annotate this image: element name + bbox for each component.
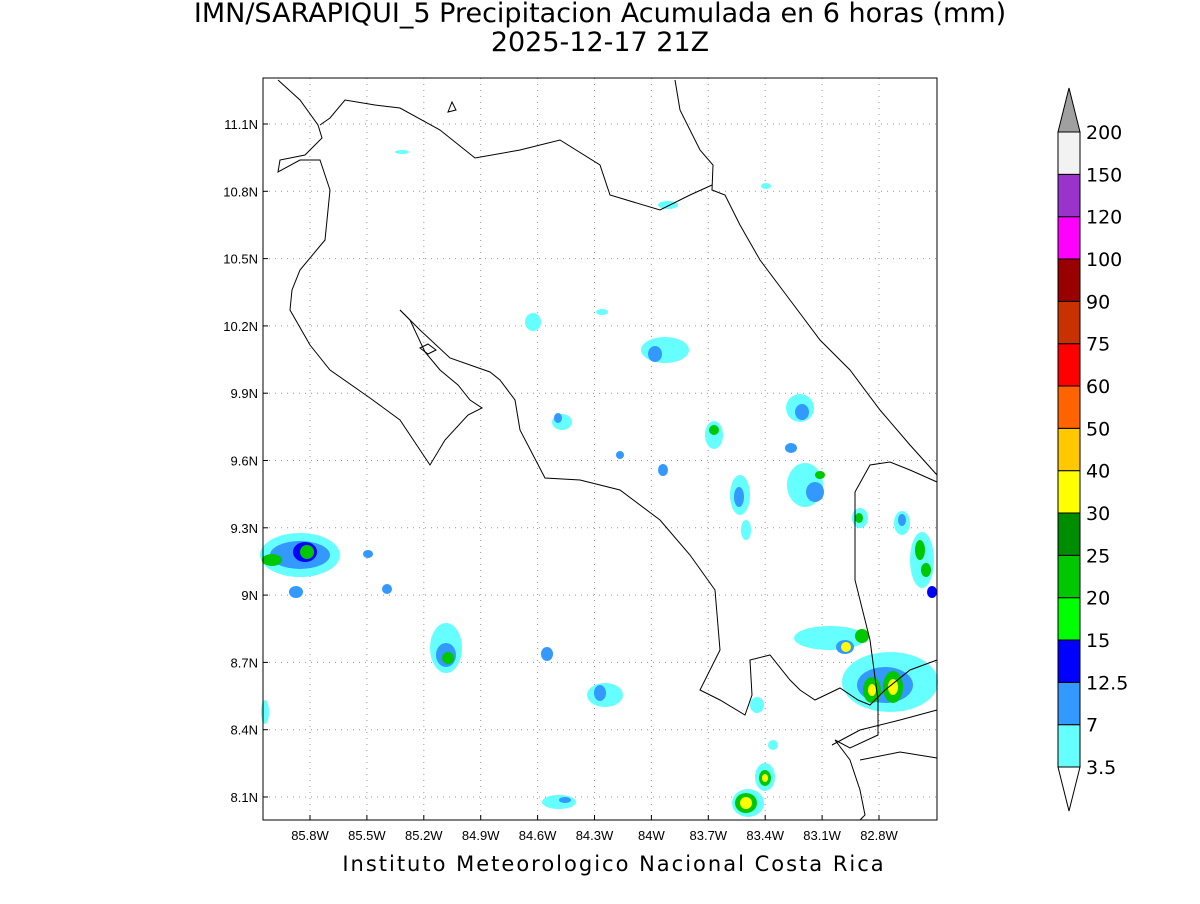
colorbar-bin <box>1057 216 1081 260</box>
coastlines <box>277 79 938 821</box>
colorbar-label: 50 <box>1086 418 1110 440</box>
lon-tick-label: 85.8W <box>291 828 329 843</box>
colorbar-bin <box>1057 554 1081 599</box>
colorbar-bin <box>1057 131 1081 175</box>
colorbar-label: 90 <box>1086 291 1110 313</box>
subtitle: 2025-12-17 21Z <box>491 27 709 58</box>
colorbar-label: 60 <box>1086 376 1110 398</box>
colorbar-label: 75 <box>1086 334 1110 356</box>
lat-tick-label: 10.2N <box>223 319 258 334</box>
colorbar-label: 120 <box>1086 207 1122 229</box>
lon-tick-label: 84.6W <box>519 828 557 843</box>
footer: Instituto Meteorologico Nacional Costa R… <box>342 852 885 876</box>
colorbar-over <box>1057 87 1081 133</box>
lon-tick-label: 82.8W <box>860 828 898 843</box>
colorbar-bin <box>1057 300 1081 345</box>
lat-tick-label: 9.9N <box>231 386 258 401</box>
colorbar-label: 30 <box>1086 503 1110 525</box>
lon-tick-label: 83.4W <box>746 828 784 843</box>
lon-tick-label: 84.9W <box>462 828 500 843</box>
colorbar-label: 200 <box>1086 122 1122 144</box>
lat-tick-label: 10.8N <box>223 184 258 199</box>
colorbar-label: 7 <box>1086 715 1098 737</box>
colorbar-bin <box>1057 343 1081 387</box>
lat-tick-label: 8.7N <box>231 655 258 670</box>
lon-tick-label: 83.7W <box>690 828 728 843</box>
colorbar-label: 40 <box>1086 461 1110 483</box>
colorbar-under <box>1057 766 1081 812</box>
colorbar-bin <box>1057 724 1081 768</box>
lon-tick-label: 83.1W <box>803 828 841 843</box>
lon-tick-label: 84W <box>638 828 665 843</box>
lon-tick-label: 84.3W <box>576 828 614 843</box>
colorbar-label: 20 <box>1086 588 1110 610</box>
graticule: 85.8W 85.5W 85.2W 84.9W 84.6W 84.3W 84W 83.7W 83… <box>223 78 937 843</box>
title: IMN/SARAPIQUI_5 Precipitacion Acumulada … <box>194 0 1006 29</box>
colorbar-label: 15 <box>1086 630 1110 652</box>
lat-tick-label: 8.4N <box>231 723 258 738</box>
colorbar-label: 3.5 <box>1086 757 1116 779</box>
colorbar-bin <box>1057 639 1081 683</box>
colorbar-bin <box>1057 681 1081 726</box>
precip-areas <box>260 150 938 817</box>
colorbar-label: 100 <box>1086 249 1122 271</box>
lat-tick-label: 10.5N <box>223 252 258 267</box>
lat-tick-label: 11.1N <box>224 117 258 132</box>
colorbar-bin <box>1057 173 1081 218</box>
colorbar-bin <box>1057 427 1081 472</box>
colorbar-bin <box>1057 258 1081 302</box>
colorbar-bin <box>1057 470 1081 514</box>
colorbar-label: 12.5 <box>1086 672 1128 694</box>
colorbar-label: 25 <box>1086 545 1110 567</box>
lat-tick-label: 9.6N <box>231 454 258 469</box>
lon-tick-label: 85.2W <box>405 828 443 843</box>
colorbar-label: 150 <box>1086 164 1122 186</box>
colorbar-bin <box>1057 597 1081 641</box>
colorbar-bin <box>1057 385 1081 429</box>
colorbar-bin <box>1057 512 1081 556</box>
lat-tick-label: 8.1N <box>231 790 258 805</box>
lat-tick-label: 9.3N <box>231 521 258 536</box>
map-frame <box>262 77 938 821</box>
lon-tick-label: 85.5W <box>348 828 386 843</box>
lat-tick-label: 9N <box>241 588 258 603</box>
colorbar: 3.5 7 12.5 15 20 25 30 40 50 60 75 90 100 120 150 200 <box>1057 87 1128 812</box>
